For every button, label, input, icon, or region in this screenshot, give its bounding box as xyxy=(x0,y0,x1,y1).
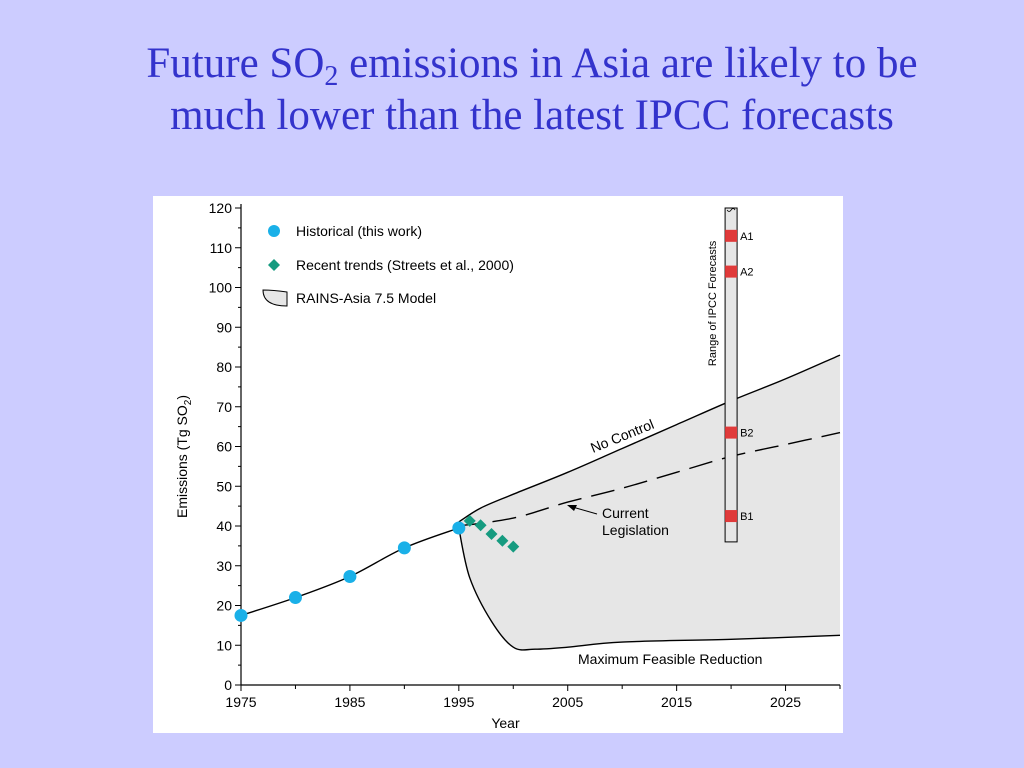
y-tick-label-100: 100 xyxy=(209,280,233,296)
current-legislation-label-line1: Current xyxy=(602,505,649,521)
ipcc-label-B2: B2 xyxy=(740,428,753,440)
y-axis-label-end: ) xyxy=(174,395,190,400)
max-feasible-reduction-label: Maximum Feasible Reduction xyxy=(578,651,762,667)
ipcc-break-mark xyxy=(726,208,736,212)
ipcc-label-A2: A2 xyxy=(740,267,753,279)
y-tick-label-120: 120 xyxy=(209,200,233,216)
legend-label-historical: Historical (this work) xyxy=(296,223,422,239)
slide-title-line1: Future SO2 emissions in Asia are likely … xyxy=(40,38,1024,92)
legend-marker-recent-trends xyxy=(268,259,280,271)
axis-layer: 0 10 20 30 40 50 60 70 80 90 100 110 120 1975 1985 1995… xyxy=(174,200,841,731)
x-tick-label-1995: 1995 xyxy=(443,694,474,710)
y-axis-label-sub: 2 xyxy=(183,399,194,405)
y-tick-label-90: 90 xyxy=(216,319,232,335)
legend-marker-historical xyxy=(268,225,280,237)
y-tick-label-110: 110 xyxy=(210,240,233,256)
current-legislation-arrowhead xyxy=(567,505,577,511)
legend-marker-rains xyxy=(262,289,288,307)
recent-trend-point xyxy=(463,514,476,527)
y-tick-label-80: 80 xyxy=(216,359,232,375)
recent-trend-point xyxy=(485,527,498,540)
chart-panel: 0 10 20 30 40 50 60 70 80 90 100 110 120 1975 1985 1995… xyxy=(153,196,843,733)
title-text-part1: Future SO xyxy=(146,40,325,87)
y-tick-label-20: 20 xyxy=(216,598,232,614)
y-tick-label-0: 0 xyxy=(224,677,232,693)
historical-point xyxy=(397,541,411,555)
recent-trend-point xyxy=(474,519,487,532)
legend-label-recent-trends: Recent trends (Streets et al., 2000) xyxy=(296,257,514,273)
emissions-chart: 0 10 20 30 40 50 60 70 80 90 100 110 120 1975 1985 1995… xyxy=(174,200,841,731)
recent-trend-point xyxy=(496,534,509,547)
legend-label-rains: RAINS-Asia 7.5 Model xyxy=(296,290,436,306)
ipcc-marker-B2 xyxy=(725,426,738,439)
current-legislation-label-line2: Legislation xyxy=(602,522,669,538)
x-tick-label-2015: 2015 xyxy=(661,694,692,710)
rains-band-area xyxy=(458,355,840,650)
y-tick-label-50: 50 xyxy=(216,478,232,494)
y-tick-label-40: 40 xyxy=(216,518,232,534)
max-feasible-reduction-line xyxy=(458,527,841,651)
ipcc-label-B1: B1 xyxy=(740,511,753,523)
y-tick-label-10: 10 xyxy=(216,637,232,653)
x-tick-label-1985: 1985 xyxy=(334,694,365,710)
x-axis-label: Year xyxy=(491,715,520,731)
historical-point xyxy=(452,521,466,535)
slide-title-line2: much lower than the latest IPCC forecast… xyxy=(170,92,894,139)
y-axis-label: Emissions (Tg SO2) xyxy=(174,395,194,518)
ipcc-marker-A1 xyxy=(725,229,738,242)
recent-trend-point xyxy=(507,540,520,553)
no-control-line xyxy=(458,354,841,523)
rains-band-layer xyxy=(458,355,840,650)
y-axis-label-main: Emissions (Tg SO xyxy=(174,405,190,518)
ipcc-label-A1: A1 xyxy=(740,231,753,243)
x-tick-label-1975: 1975 xyxy=(225,694,256,710)
ipcc-layer: A1 A2 B2 B1 Range of IPCC Forecasts xyxy=(707,207,754,543)
x-tick-label-2025: 2025 xyxy=(770,694,801,710)
legend-layer: Historical (this work) Recent trends (Str… xyxy=(262,223,514,307)
slide-title: Future SO2 emissions in Asia are likely … xyxy=(40,38,1024,142)
ipcc-marker-B1 xyxy=(725,510,738,523)
title-text-part2: emissions in Asia are likely to be xyxy=(338,40,918,87)
historical-point xyxy=(234,608,248,622)
marker-layer xyxy=(234,514,520,622)
title-subscript: 2 xyxy=(324,61,339,92)
ipcc-range-bar xyxy=(724,207,738,543)
historical-point xyxy=(288,591,302,605)
x-tick-label-2005: 2005 xyxy=(552,694,583,710)
y-tick-label-60: 60 xyxy=(216,439,232,455)
ipcc-range-label: Range of IPCC Forecasts xyxy=(707,240,719,366)
historical-point xyxy=(343,569,357,583)
ipcc-marker-A2 xyxy=(725,265,738,278)
y-tick-label-70: 70 xyxy=(216,399,232,415)
y-tick-label-30: 30 xyxy=(216,558,232,574)
